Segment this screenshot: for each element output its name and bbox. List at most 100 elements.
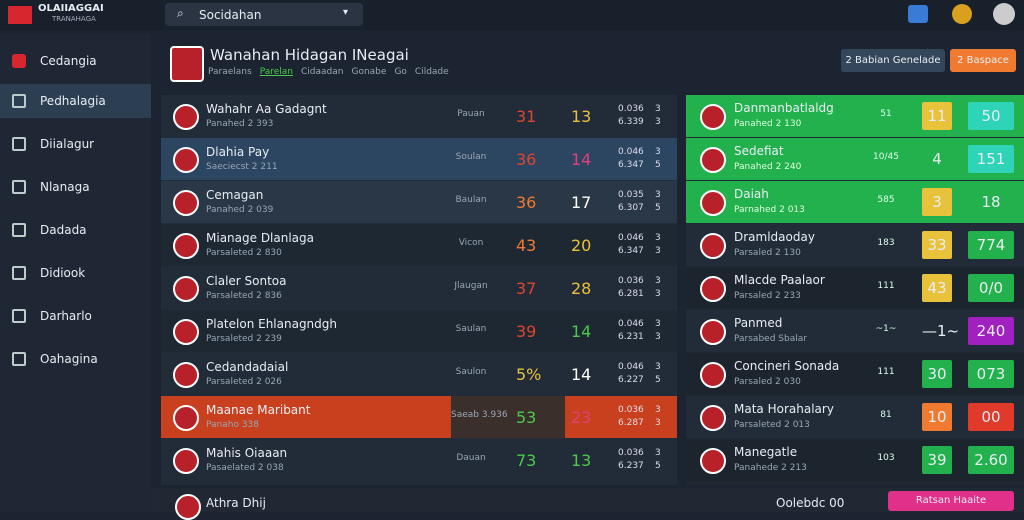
team-name: Manegatle [734, 445, 798, 459]
small-stat: 81 [880, 410, 892, 420]
nav-label: Didiook [40, 266, 86, 280]
team-name: Danmanbatlaldg [734, 101, 834, 115]
table-row[interactable]: Mianage Dlanlaga Parsaleted 2 830 Vicon 43 2… [161, 224, 677, 266]
mid-text: Dauan [456, 453, 486, 463]
score-b: 14 [571, 365, 592, 384]
nav-item[interactable]: Nlanaga [0, 170, 151, 204]
avatar[interactable] [993, 3, 1015, 25]
team-sub: Parsaled 2 030 [734, 377, 801, 387]
right-table: Danmanbatlaldg Panahed 2 130 51 11 50 Sedefia… [686, 95, 1024, 485]
score-box: 240 [968, 317, 1014, 345]
icon[interactable] [908, 5, 928, 23]
table-row[interactable]: Mata Horahalary Parsaleted 2 013 81 10 00 [686, 396, 1024, 438]
search-text: Socidahan [199, 8, 262, 22]
small-stat: 111 [877, 367, 895, 377]
team-sub: Parsaled 2 130 [734, 248, 801, 258]
button[interactable]: 2 Babian Genelade [841, 49, 945, 72]
stat: 3 [655, 362, 661, 372]
table-row[interactable]: Mlacde Paalaor Parsaled 2 233 111 43 0/0 [686, 267, 1024, 309]
team-logo [170, 46, 204, 82]
button[interactable]: 2 Baspace [950, 49, 1016, 72]
small-stat: 183 [877, 238, 895, 248]
team-name: Platelon Ehlanagndgh [206, 317, 338, 331]
stat: 3 [655, 104, 661, 114]
team-sub: Panahed 2 240 [734, 162, 802, 172]
stat: 3 [655, 418, 661, 428]
nav-icon [12, 54, 26, 68]
score-box: 33 [922, 231, 952, 259]
team-name: Wahahr Aa Gadagnt [206, 102, 327, 116]
stat: 3 [655, 332, 661, 342]
team-name: Dlahia Pay [206, 145, 270, 159]
team-sub: Parsaleted 2 836 [206, 291, 282, 301]
stat: 6.237 [618, 461, 644, 471]
button[interactable]: Ratsan Haaite [888, 491, 1014, 511]
score-b: 17 [571, 193, 592, 212]
score-a: 36 [516, 150, 537, 169]
stat: 6.287 [618, 418, 644, 428]
score-box: 00 [968, 403, 1014, 431]
team-logo [173, 448, 199, 474]
team-logo [173, 190, 199, 216]
score-box: 774 [968, 231, 1014, 259]
team-name: Maanae Maribant [206, 403, 311, 417]
sidebar: Cedangia Pedhalagia Diialagur Nlanaga Dadada… [0, 34, 151, 512]
team-sub: Parnahed 2 013 [734, 205, 805, 215]
nav-item[interactable]: Oahagina [0, 342, 151, 376]
stat: 5 [655, 461, 661, 471]
score-box: 151 [968, 145, 1014, 173]
avatar[interactable] [952, 4, 972, 24]
team-logo [700, 190, 726, 216]
score-box: 073 [968, 360, 1014, 388]
team-logo [173, 104, 199, 130]
team-sub: Panaho 338 [206, 420, 260, 430]
stat: 0.036 [618, 405, 644, 415]
search-box[interactable]: ⌕ Socidahan ▾ [165, 3, 363, 26]
score-a: 39 [516, 322, 537, 341]
nav-item[interactable]: Diialagur [0, 127, 151, 161]
table-row[interactable]: Mahis Oiaaan Pasaelated 2 038 Dauan 73 13 0.0… [161, 439, 677, 481]
score-b: 13 [571, 107, 592, 126]
score-b: 20 [571, 236, 592, 255]
stat: 0.036 [618, 104, 644, 114]
table-row[interactable]: Claler Sontoa Parsaleted 2 836 Jlaugan 37 28… [161, 267, 677, 309]
table-row[interactable]: Cedandadaial Parsaleted 2 026 Saulon 5% 14 0.… [161, 353, 677, 395]
nav-icon [12, 266, 26, 280]
table-row[interactable]: Dlahia Pay Saeciecst 2 211 Soulan 36 14 0.046… [161, 138, 677, 180]
nav-item[interactable]: Cedangia [0, 44, 151, 78]
small-stat: 10/45 [873, 152, 899, 162]
team-logo [700, 147, 726, 173]
footer-status: Oolebdc 00 [776, 496, 845, 510]
table-row[interactable]: Concineri Sonada Parsaled 2 030 111 30 073 [686, 353, 1024, 395]
stat: 3 [655, 289, 661, 299]
stat: 0.046 [618, 319, 644, 329]
stat: 3 [655, 190, 661, 200]
stat: 3 [655, 233, 661, 243]
table-row[interactable]: Platelon Ehlanagndgh Parsaleted 2 239 Saul… [161, 310, 677, 352]
table-row[interactable]: Maanae Maribant Panaho 338 Saeab 3.936 53 23… [161, 396, 677, 438]
table-row[interactable]: Manegatle Panahede 2 213 103 39 2.60 [686, 439, 1024, 481]
table-row[interactable]: Daiah Parnahed 2 013 585 3 18 [686, 181, 1024, 223]
left-table: Wahahr Aa Gadagnt Panahed 2 393 Pauan 31 13 0… [161, 95, 677, 485]
team-logo [173, 276, 199, 302]
small-stat: 111 [877, 281, 895, 291]
stat: 5 [655, 203, 661, 213]
table-row[interactable]: Dramldaoday Parsaled 2 130 183 33 774 [686, 224, 1024, 266]
table-row[interactable]: Cemagan Panahed 2 039 Baulan 36 17 0.035 6.307… [161, 181, 677, 223]
stat: 6.227 [618, 375, 644, 385]
nav-item[interactable]: Dadada [0, 213, 151, 247]
nav-item[interactable]: Didiook [0, 256, 151, 290]
stat: 6.347 [618, 246, 644, 256]
score-a: 31 [516, 107, 537, 126]
table-row[interactable]: Sedefiat Panahed 2 240 10/45 4 151 [686, 138, 1024, 180]
table-row[interactable]: Wahahr Aa Gadagnt Panahed 2 393 Pauan 31 13 0… [161, 95, 677, 137]
table-row[interactable]: Panmed Parsabed Sbalar ~1~ —1~ 240 [686, 310, 1024, 352]
nav-item[interactable]: Pedhalagia [0, 84, 151, 118]
score-a: 53 [516, 408, 537, 427]
subtitle-item: Cildade [414, 67, 449, 77]
table-row[interactable]: Danmanbatlaldg Panahed 2 130 51 11 50 [686, 95, 1024, 137]
nav-item[interactable]: Darharlo [0, 299, 151, 333]
team-logo [173, 319, 199, 345]
stat: 6.347 [618, 160, 644, 170]
team-sub: Pasaelated 2 038 [206, 463, 284, 473]
